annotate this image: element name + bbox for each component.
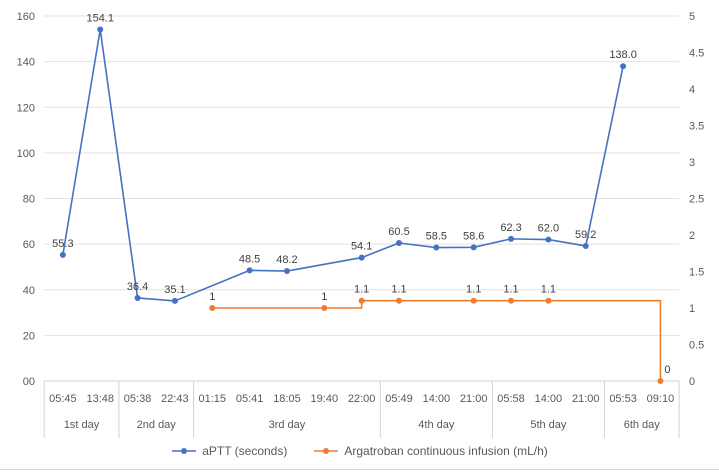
time-tick-label: 21:00 [572, 393, 600, 405]
right-axis-tick-label: 4.5 [689, 48, 704, 60]
right-axis-tick-label: 0.5 [689, 340, 704, 352]
data-point-marker [97, 26, 104, 33]
data-point-marker [545, 297, 552, 304]
time-tick-label: 05:41 [236, 393, 264, 405]
right-axis-tick-label: 1 [689, 303, 695, 315]
time-tick-label: 18:05 [273, 393, 301, 405]
data-label: 1.1 [354, 284, 369, 296]
data-point-marker [283, 268, 290, 275]
time-tick-label: 19:40 [311, 393, 339, 405]
data-point-marker [358, 297, 365, 304]
data-point-marker [395, 239, 402, 246]
right-axis-tick-label: 2.5 [689, 194, 704, 206]
legend-marker-argatroban-icon [313, 446, 339, 456]
legend-item-argatroban: Argatroban continuous infusion (mL/h) [313, 444, 548, 458]
data-label: 48.2 [276, 254, 297, 266]
right-axis-tick-label: 2 [689, 230, 695, 242]
time-tick-label: 13:48 [86, 393, 114, 405]
data-point-marker [395, 297, 402, 304]
legend-label-aptt: aPTT (seconds) [202, 444, 288, 458]
line-chart-plot: 160140120100806040200054.543.532.521.510… [17, 11, 704, 438]
data-label: 138.0 [609, 49, 637, 61]
data-point-marker [321, 305, 328, 311]
left-axis-tick-label: 40 [23, 285, 35, 297]
data-label: 1.1 [466, 284, 481, 296]
data-label: 1.1 [391, 284, 406, 296]
data-label: 154.1 [86, 12, 114, 24]
series-line-argatroban [212, 299, 662, 381]
data-label: 62.0 [538, 223, 559, 235]
right-axis-tick-label: 4 [689, 84, 695, 96]
data-label: 1.1 [503, 284, 518, 296]
data-label: 58.5 [426, 231, 447, 243]
chart-bottom-border [0, 469, 719, 470]
right-axis-tick-label: 3 [689, 157, 695, 169]
data-label: 55.3 [52, 238, 73, 250]
data-point-marker [246, 267, 253, 274]
data-label: 1 [321, 291, 327, 303]
chart-legend: aPTT (seconds) Argatroban continuous inf… [0, 438, 719, 464]
data-label: 36.4 [127, 281, 148, 293]
left-axis-tick-label: 20 [23, 330, 35, 342]
data-point-marker [470, 297, 477, 304]
data-point-marker [508, 297, 515, 304]
data-label: 54.1 [351, 241, 372, 253]
data-point-marker [582, 242, 589, 249]
time-tick-label: 05:49 [385, 393, 413, 405]
left-axis-tick-label: 80 [23, 194, 35, 206]
left-axis-tick-label: 140 [17, 57, 35, 69]
left-axis-tick-label: 60 [23, 239, 35, 251]
data-point-marker [620, 63, 627, 70]
data-point-marker [209, 305, 216, 311]
series-line-aptt [62, 28, 624, 302]
time-tick-label: 14:00 [535, 393, 563, 405]
time-tick-label: 05:45 [49, 393, 77, 405]
time-tick-label: 09:10 [647, 393, 675, 405]
data-label: 58.6 [463, 230, 484, 242]
data-label: 1.1 [541, 284, 556, 296]
data-point-marker [470, 244, 477, 251]
legend-marker-aptt-icon [171, 446, 197, 456]
data-point-marker [545, 236, 552, 243]
right-axis-tick-label: 0 [689, 376, 695, 388]
time-tick-label: 22:43 [161, 393, 189, 405]
left-axis-tick-label: 160 [17, 11, 35, 23]
time-tick-label: 22:00 [348, 393, 376, 405]
data-label: 48.5 [239, 253, 260, 265]
time-tick-label: 05:58 [497, 393, 525, 405]
data-label: 0 [664, 364, 670, 376]
right-axis-tick-label: 1.5 [689, 267, 704, 279]
left-axis-tick-label: 00 [23, 376, 35, 388]
data-point-marker [171, 297, 178, 304]
time-tick-label: 05:53 [609, 393, 637, 405]
time-tick-label: 21:00 [460, 393, 488, 405]
right-axis-tick-label: 5 [689, 11, 695, 23]
data-point-marker [59, 251, 66, 258]
data-label: 60.5 [388, 226, 409, 238]
day-group-label: 4th day [418, 419, 455, 431]
time-tick-label: 05:38 [124, 393, 152, 405]
data-point-marker [657, 378, 664, 384]
data-label: 1 [209, 291, 215, 303]
data-label: 35.1 [164, 284, 185, 296]
day-group-label: 1st day [64, 419, 100, 431]
data-point-marker [433, 244, 440, 251]
data-point-marker [508, 235, 515, 242]
day-group-label: 6th day [624, 419, 661, 431]
time-tick-label: 01:15 [198, 393, 226, 405]
data-label: 59.2 [575, 229, 596, 241]
data-point-marker [358, 254, 365, 261]
legend-item-aptt: aPTT (seconds) [171, 444, 287, 458]
day-group-label: 2nd day [137, 419, 177, 431]
data-label: 62.3 [500, 222, 521, 234]
left-axis-tick-label: 120 [17, 102, 35, 114]
data-point-marker [134, 294, 141, 301]
day-group-label: 5th day [530, 419, 567, 431]
right-axis-tick-label: 3.5 [689, 121, 704, 133]
legend-label-argatroban: Argatroban continuous infusion (mL/h) [344, 444, 548, 458]
time-tick-label: 14:00 [423, 393, 451, 405]
left-axis-tick-label: 100 [17, 148, 35, 160]
day-group-label: 3rd day [269, 419, 306, 431]
